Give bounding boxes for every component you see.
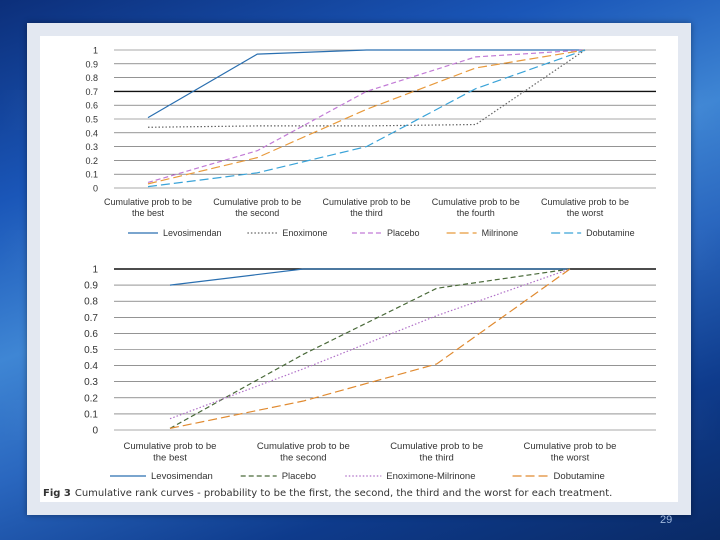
x-category-label: Cumulative prob to be the best	[124, 441, 217, 464]
y-tick-label: 0.1	[85, 170, 98, 180]
legend-label: Enoximone	[282, 228, 327, 238]
legend-label: Enoximone-Milrinone	[386, 471, 475, 482]
series-line-dobutamine	[147, 49, 586, 188]
legend-label: Placebo	[282, 471, 316, 482]
y-tick-label: 0.6	[85, 101, 98, 111]
legend-label: Levosimendan	[151, 471, 213, 482]
y-tick-label: 0.3	[85, 142, 98, 152]
y-tick-label: 0.8	[85, 73, 98, 83]
cumulative-rank-chart-top: 0 0.1 0.2 0.3 0.4 0.5 0.6 0.7 0.8 0.9 1 Cumulative …	[85, 46, 656, 238]
y-tick-label: 0.1	[84, 409, 98, 420]
y-tick-label: 0.7	[84, 313, 98, 324]
series-line-enoximone	[147, 49, 586, 128]
figure-caption: Fig 3 Cumulative rank curves - probabilit…	[43, 488, 612, 499]
y-tick-label: 1	[93, 46, 98, 56]
series-line-placebo	[169, 268, 571, 429]
legend-label: Dobutamine	[586, 228, 635, 238]
x-category-label: Cumulative prob to be the best	[104, 197, 192, 218]
y-tick-label: 0.6	[84, 329, 98, 340]
series-line-levosimendan	[169, 268, 570, 286]
legend-label: Milrinone	[482, 228, 519, 238]
x-category-label: Cumulative prob to be the second	[213, 197, 301, 218]
x-category-label: Cumulative prob to be the third	[390, 441, 483, 464]
y-tick-label: 0.4	[85, 128, 98, 138]
x-category-label: Cumulative prob to be the worst	[541, 197, 629, 218]
y-tick-label: 0.4	[84, 361, 98, 372]
y-tick-label: 0.7	[85, 87, 98, 97]
legend-label: Levosimendan	[163, 228, 222, 238]
y-tick-label: 0	[92, 426, 98, 437]
figure-panel: 0 0.1 0.2 0.3 0.4 0.5 0.6 0.7 0.8 0.9 1 Cumulative …	[40, 36, 678, 502]
series-line-enoximone-milrinone	[169, 268, 571, 420]
y-tick-label: 0.3	[84, 377, 98, 388]
y-tick-label: 1	[92, 265, 98, 276]
y-tick-label: 0.8	[84, 297, 98, 308]
legend-label: Dobutamine	[554, 471, 605, 482]
x-category-label: Cumulative prob to be the third	[322, 197, 410, 218]
x-category-label: Cumulative prob to be the second	[257, 441, 350, 464]
series-line-levosimendan	[147, 49, 585, 119]
x-category-label: Cumulative prob to be the worst	[524, 441, 617, 464]
x-category-label: Cumulative prob to be the fourth	[432, 197, 520, 218]
y-tick-label: 0.2	[84, 393, 98, 404]
y-tick-label: 0.9	[85, 59, 98, 69]
cumulative-rank-chart-bottom: 0 0.1 0.2 0.3 0.4 0.5 0.6 0.7 0.8 0.9 1 Cumulative …	[84, 265, 656, 482]
y-tick-label: 0.9	[84, 281, 98, 292]
y-tick-label: 0.5	[84, 345, 98, 356]
slide-frame: 0 0.1 0.2 0.3 0.4 0.5 0.6 0.7 0.8 0.9 1 Cumulative …	[27, 23, 691, 515]
series-line-milrinone	[147, 49, 586, 185]
y-tick-label: 0.2	[85, 156, 98, 166]
legend-label: Placebo	[387, 228, 420, 238]
y-tick-label: 0.5	[85, 115, 98, 125]
series-line-placebo	[147, 49, 586, 184]
caption-label: Fig 3	[43, 488, 71, 499]
y-tick-label: 0	[93, 184, 98, 194]
page-number: 29	[660, 514, 673, 526]
series-line-dobutamine	[169, 268, 571, 429]
caption-text: Cumulative rank curves - probability to …	[74, 488, 613, 499]
